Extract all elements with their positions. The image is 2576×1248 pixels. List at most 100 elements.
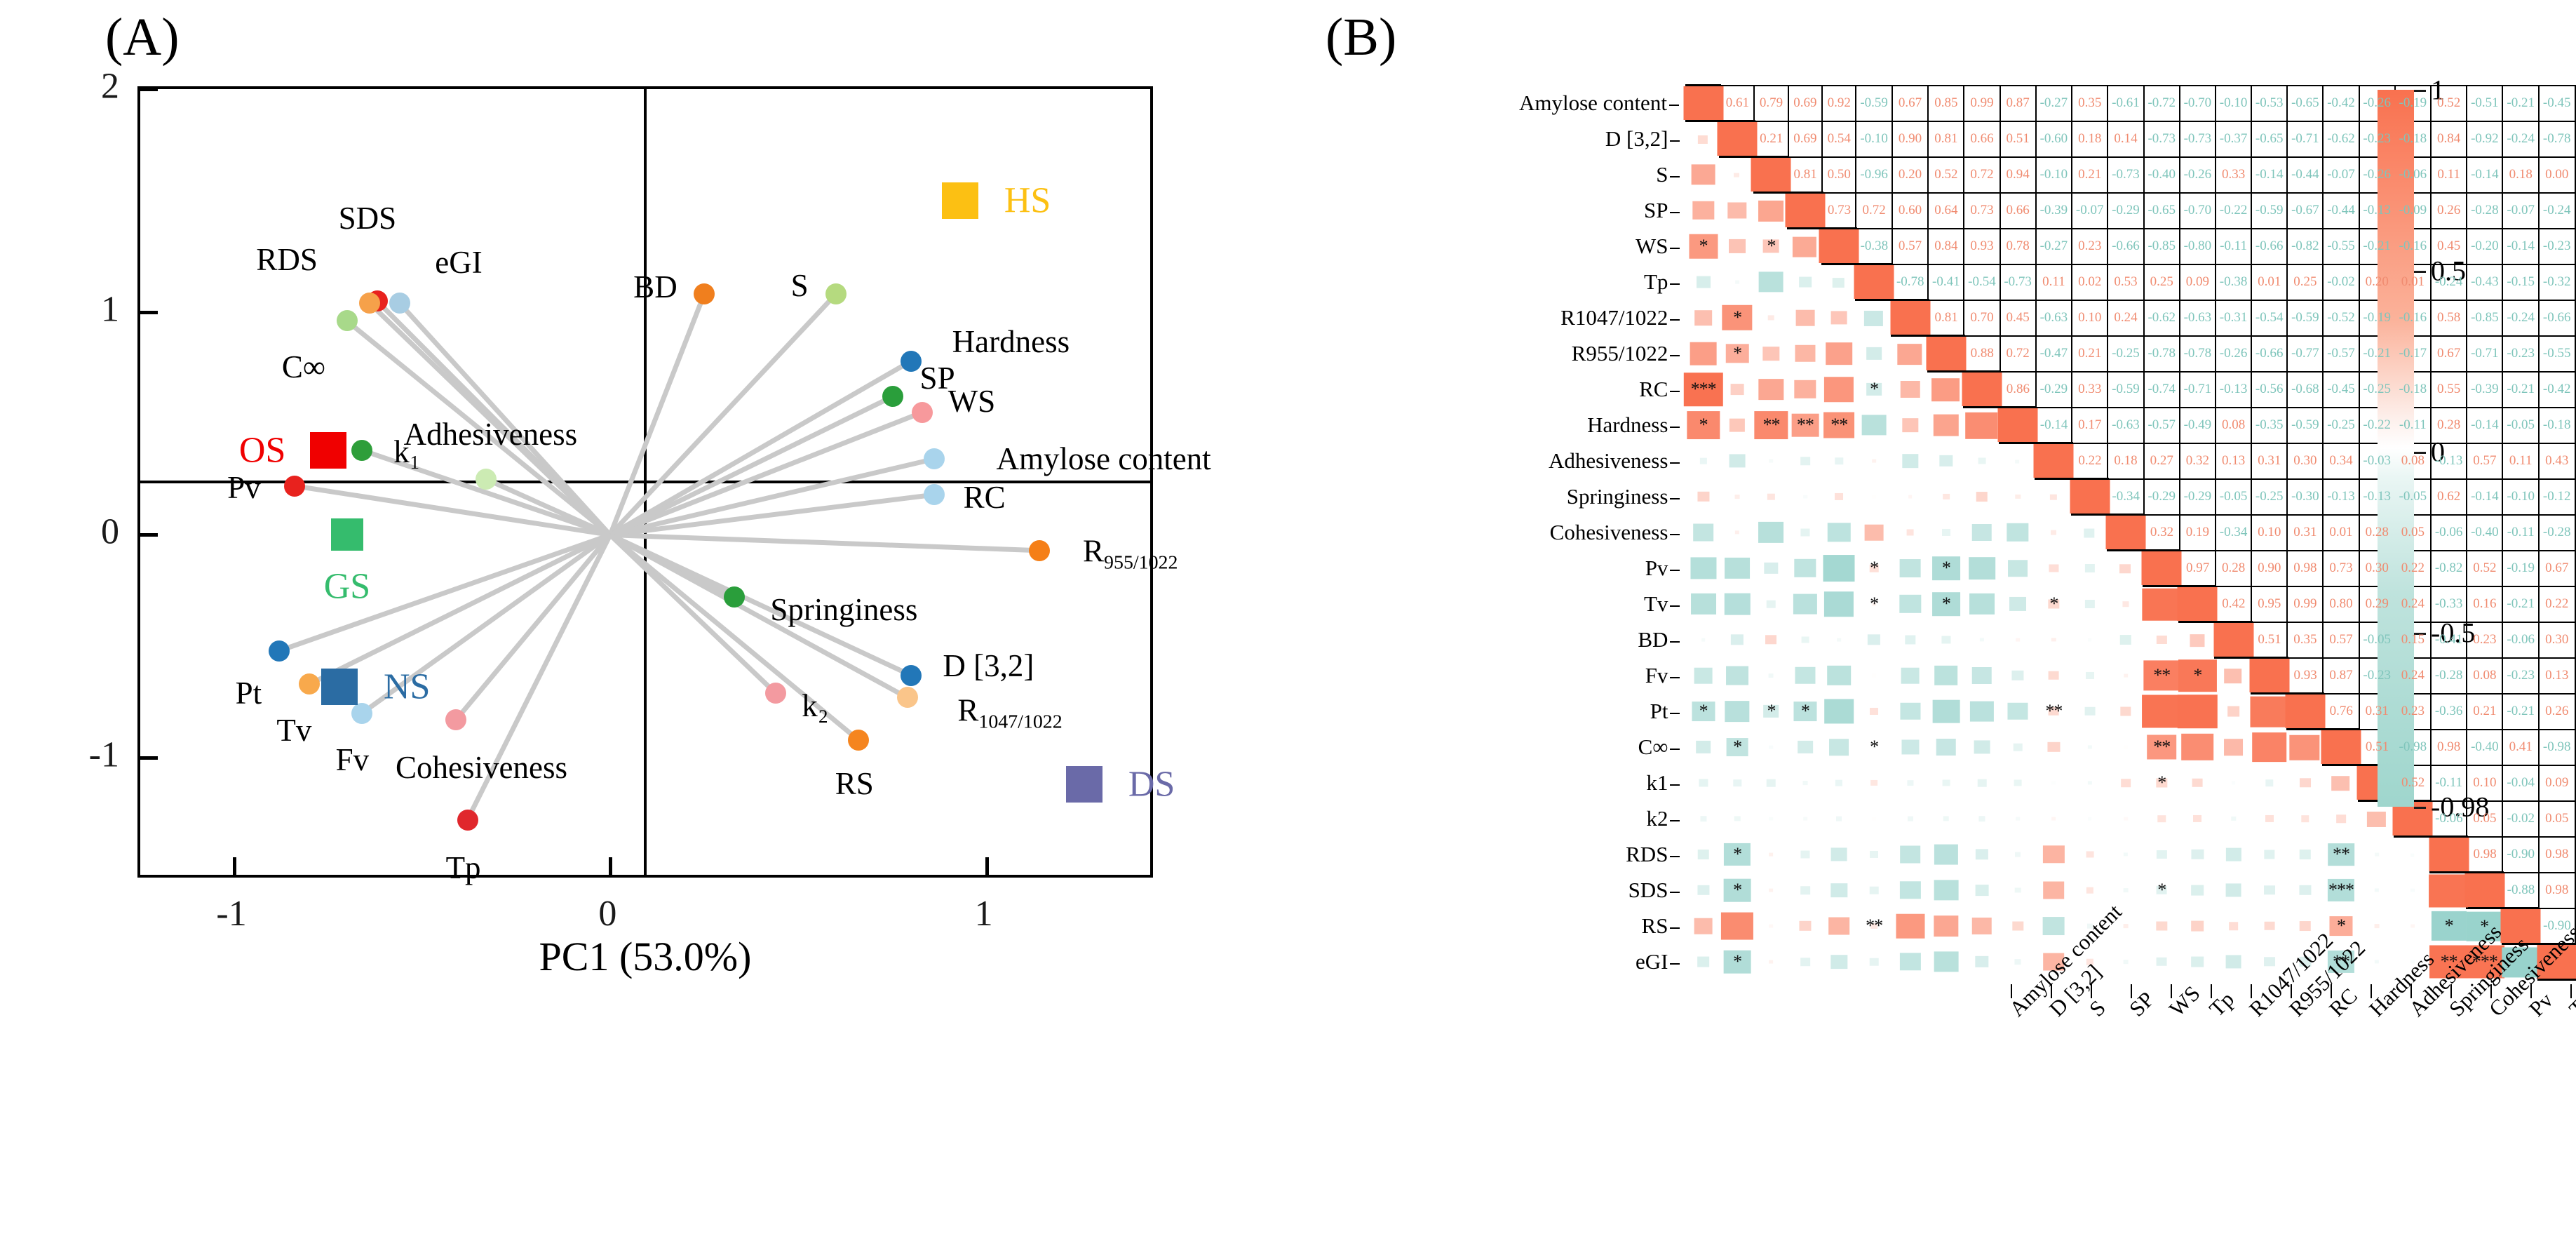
correlation-value: -0.40 <box>2147 167 2176 182</box>
correlation-square <box>1725 557 1751 579</box>
correlation-cell: -0.13 <box>2322 478 2360 516</box>
significance-star: * <box>1733 737 1742 757</box>
correlation-cell: * <box>1686 408 1720 443</box>
correlation-cell <box>2108 873 2143 908</box>
correlation-square <box>1800 457 1810 465</box>
correlation-cell: -0.20 <box>2466 227 2504 265</box>
correlation-square <box>1936 739 1957 756</box>
correlation-diagonal-cell <box>1751 158 1791 192</box>
correlation-cell: ** <box>1788 408 1822 443</box>
correlation-cell <box>2036 622 2072 658</box>
correlation-cell: -0.88 <box>2502 871 2540 909</box>
correlation-value: 0.67 <box>2437 346 2461 361</box>
correlation-cell <box>1964 694 2000 730</box>
correlation-cell: 0.05 <box>2466 800 2504 838</box>
correlation-value: -0.57 <box>2147 417 2176 432</box>
correlation-column-tick <box>2210 984 2213 998</box>
pca-point <box>848 729 870 751</box>
correlation-square <box>1830 955 1847 969</box>
correlation-square <box>2123 924 2129 928</box>
correlation-cell <box>1928 408 1964 443</box>
correlation-cell: -0.21 <box>2502 84 2540 122</box>
correlation-square <box>1767 779 1776 787</box>
correlation-cell: 0.57 <box>2322 621 2360 659</box>
correlation-cell: ** <box>2323 944 2359 980</box>
correlation-square <box>1769 817 1774 821</box>
correlation-cell <box>1720 801 1754 837</box>
correlation-cell: 0.51 <box>1999 120 2037 158</box>
correlation-cell: * <box>1788 694 1822 730</box>
correlation-cell: -0.25 <box>2251 478 2288 516</box>
correlation-square <box>1724 593 1751 615</box>
correlation-cell <box>1686 622 1720 658</box>
correlation-square <box>1872 817 1876 821</box>
correlation-value: 0.93 <box>1970 239 1994 253</box>
correlation-square <box>2156 921 2167 931</box>
correlation-square <box>1864 524 1884 541</box>
correlation-value: 0.66 <box>2006 203 2030 217</box>
correlation-diagonal-cell <box>1926 337 1967 370</box>
correlation-cell <box>1720 229 1754 264</box>
correlation-cell: 0.42 <box>2214 585 2253 623</box>
correlation-cell: -0.56 <box>2251 370 2288 408</box>
correlation-cell <box>2072 730 2108 765</box>
correlation-value: -0.11 <box>2220 239 2247 253</box>
correlation-square <box>1901 667 1920 684</box>
correlation-cell: -0.74 <box>2143 370 2180 408</box>
correlation-diagonal-cell <box>1962 373 2002 406</box>
correlation-value: -0.06 <box>2507 632 2535 647</box>
correlation-value: -0.62 <box>2147 310 2176 325</box>
correlation-square <box>2225 883 2241 897</box>
correlation-value: 0.87 <box>2329 668 2353 683</box>
correlation-cell <box>1822 622 1856 658</box>
correlation-value: -0.16 <box>2399 239 2427 253</box>
correlation-cell: 0.18 <box>2071 120 2109 158</box>
pca-point <box>299 673 321 695</box>
correlation-square <box>2299 778 2311 788</box>
correlation-cell <box>1928 479 1964 515</box>
correlation-cell <box>2072 586 2108 622</box>
correlation-cell <box>1928 765 1964 801</box>
correlation-value: 0.98 <box>2293 561 2317 575</box>
correlation-value: 0.99 <box>1970 95 1994 110</box>
pca-y-tick <box>140 88 158 91</box>
correlation-square <box>1764 562 1779 575</box>
correlation-square <box>2230 816 2237 821</box>
correlation-cell <box>1754 300 1788 336</box>
pca-plot-area: SDS RDS eGI C∞ k₁ Adhesiveness Pv Pt Tv Fv Cohesiv… <box>137 86 1211 885</box>
correlation-square <box>1765 635 1777 645</box>
correlation-square <box>1754 411 1788 439</box>
correlation-cell <box>1892 515 1928 551</box>
correlation-cell: 0.94 <box>1999 156 2037 194</box>
correlation-cell <box>1892 336 1928 372</box>
pca-point <box>269 640 290 662</box>
correlation-cell: 0.55 <box>2429 370 2468 408</box>
correlation-value: 0.81 <box>1934 131 1958 146</box>
correlation-cell <box>2036 873 2072 908</box>
correlation-cell: -0.38 <box>2214 263 2253 301</box>
correlation-cell <box>2287 944 2323 980</box>
correlation-value: -0.13 <box>2219 382 2248 396</box>
correlation-cell <box>1928 515 1964 551</box>
correlation-square <box>2051 638 2056 642</box>
correlation-cell <box>1686 765 1720 801</box>
correlation-square <box>2466 911 2502 942</box>
correlation-square <box>1692 702 1715 721</box>
correlation-square <box>1723 878 1751 902</box>
correlation-square <box>1799 920 1812 932</box>
correlation-cell <box>1754 837 1788 873</box>
correlation-cell <box>2180 837 2216 873</box>
correlation-cell <box>1788 586 1822 622</box>
correlation-cell: -0.41 <box>2429 621 2468 659</box>
correlation-square <box>1758 521 1784 544</box>
correlation-value: -0.11 <box>2435 775 2463 790</box>
correlation-cell <box>2287 837 2323 873</box>
correlation-square <box>1931 556 1960 580</box>
correlation-value: 0.45 <box>2437 239 2461 253</box>
correlation-column-tick <box>2370 984 2373 998</box>
pca-point <box>359 293 381 314</box>
correlation-cell <box>2216 837 2251 873</box>
correlation-square <box>2410 888 2415 892</box>
correlation-value: -0.85 <box>2471 310 2499 325</box>
correlation-cell <box>1964 765 2000 801</box>
